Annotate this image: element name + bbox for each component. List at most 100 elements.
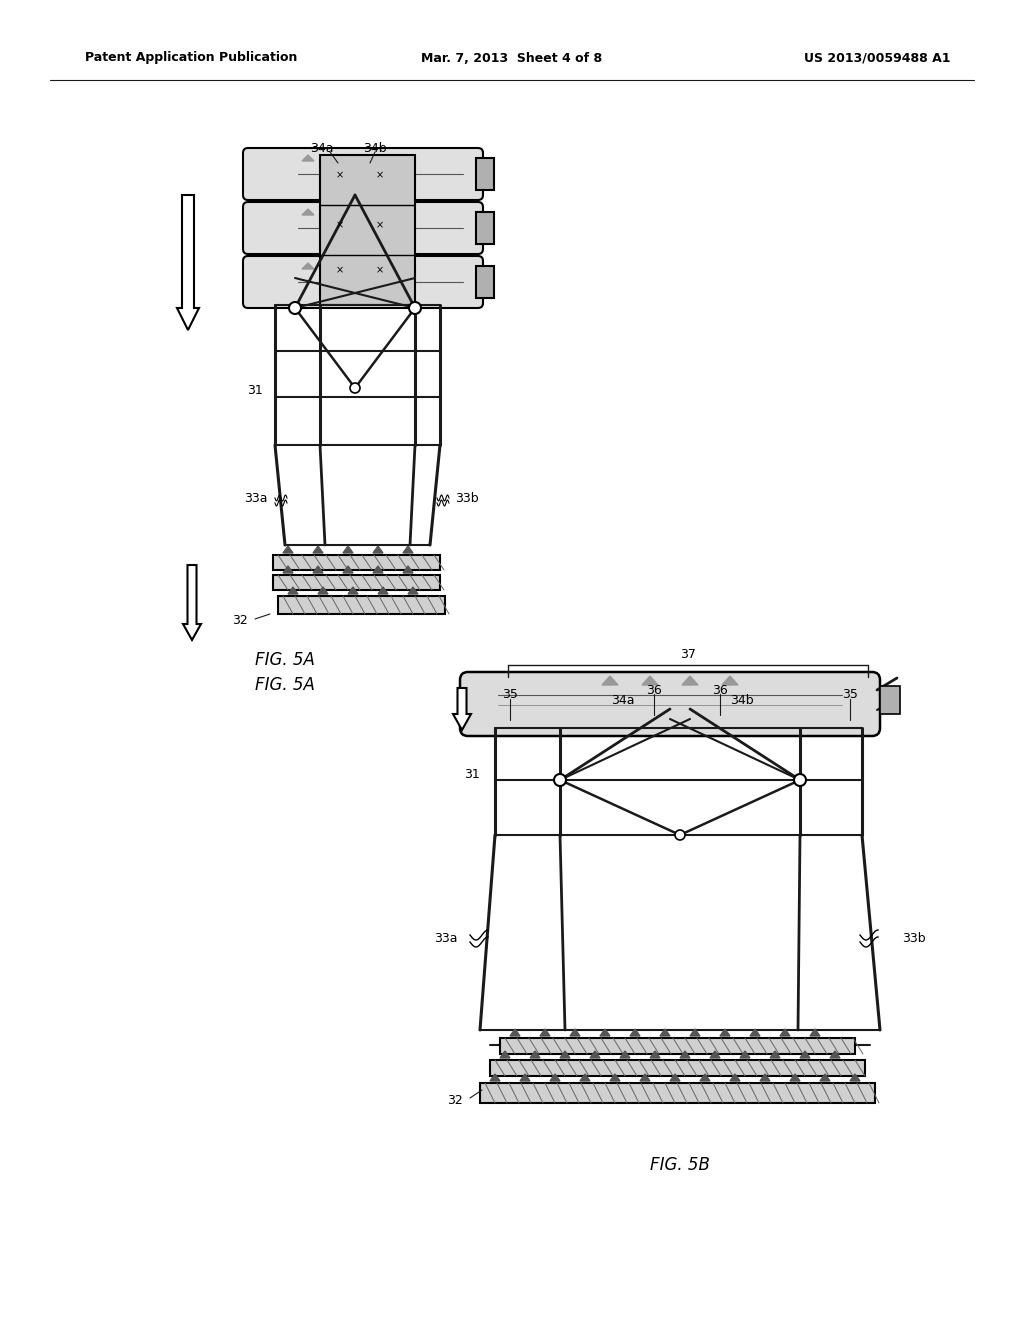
Text: ×: × bbox=[336, 170, 344, 180]
Bar bbox=[273, 554, 440, 570]
Polygon shape bbox=[810, 1030, 820, 1036]
Polygon shape bbox=[343, 546, 353, 553]
Text: FIG. 5A: FIG. 5A bbox=[255, 676, 315, 694]
Circle shape bbox=[289, 302, 301, 314]
Polygon shape bbox=[682, 676, 698, 685]
Text: 31: 31 bbox=[247, 384, 263, 396]
Polygon shape bbox=[288, 587, 298, 594]
Circle shape bbox=[554, 774, 566, 785]
Polygon shape bbox=[343, 566, 353, 573]
Bar bbox=[278, 597, 445, 614]
Polygon shape bbox=[630, 1030, 640, 1036]
Bar bbox=[500, 1038, 855, 1053]
Polygon shape bbox=[720, 1030, 730, 1036]
Polygon shape bbox=[302, 209, 314, 215]
Polygon shape bbox=[740, 1051, 750, 1059]
Polygon shape bbox=[342, 263, 354, 269]
Text: 32: 32 bbox=[447, 1093, 463, 1106]
Text: US 2013/0059488 A1: US 2013/0059488 A1 bbox=[804, 51, 950, 65]
Polygon shape bbox=[373, 566, 383, 573]
Polygon shape bbox=[722, 676, 738, 685]
Polygon shape bbox=[570, 1030, 580, 1036]
Bar bbox=[476, 267, 494, 298]
Polygon shape bbox=[283, 546, 293, 553]
Circle shape bbox=[794, 774, 806, 785]
Polygon shape bbox=[373, 546, 383, 553]
Polygon shape bbox=[710, 1051, 720, 1059]
Polygon shape bbox=[408, 587, 418, 594]
Polygon shape bbox=[600, 1030, 610, 1036]
Text: ×: × bbox=[376, 265, 384, 275]
Polygon shape bbox=[670, 1074, 680, 1081]
Text: ×: × bbox=[336, 220, 344, 230]
Polygon shape bbox=[730, 1074, 740, 1081]
Polygon shape bbox=[490, 1074, 500, 1081]
Polygon shape bbox=[403, 546, 413, 553]
Text: ×: × bbox=[376, 220, 384, 230]
Polygon shape bbox=[183, 565, 201, 640]
Polygon shape bbox=[640, 1074, 650, 1081]
Text: 33b: 33b bbox=[902, 932, 926, 945]
Polygon shape bbox=[660, 1030, 670, 1036]
Polygon shape bbox=[382, 263, 394, 269]
FancyBboxPatch shape bbox=[460, 672, 880, 737]
Text: 35: 35 bbox=[842, 689, 858, 701]
Polygon shape bbox=[302, 154, 314, 161]
Polygon shape bbox=[602, 676, 618, 685]
FancyBboxPatch shape bbox=[243, 256, 483, 308]
Polygon shape bbox=[520, 1074, 530, 1081]
Polygon shape bbox=[580, 1074, 590, 1081]
Polygon shape bbox=[318, 587, 328, 594]
Polygon shape bbox=[313, 566, 323, 573]
Polygon shape bbox=[850, 1074, 860, 1081]
Circle shape bbox=[350, 383, 360, 393]
Polygon shape bbox=[342, 154, 354, 161]
Polygon shape bbox=[770, 1051, 780, 1059]
Polygon shape bbox=[510, 1030, 520, 1036]
Polygon shape bbox=[650, 1051, 660, 1059]
Polygon shape bbox=[302, 263, 314, 269]
Polygon shape bbox=[680, 1051, 690, 1059]
Bar bbox=[273, 576, 440, 590]
Text: ×: × bbox=[376, 170, 384, 180]
Polygon shape bbox=[590, 1051, 600, 1059]
Polygon shape bbox=[540, 1030, 550, 1036]
Polygon shape bbox=[830, 1051, 840, 1059]
Polygon shape bbox=[800, 1051, 810, 1059]
Text: 33a: 33a bbox=[434, 932, 458, 945]
Polygon shape bbox=[790, 1074, 800, 1081]
Polygon shape bbox=[382, 209, 394, 215]
Text: 34a: 34a bbox=[310, 141, 334, 154]
Text: FIG. 5B: FIG. 5B bbox=[650, 1156, 710, 1173]
Polygon shape bbox=[550, 1074, 560, 1081]
Polygon shape bbox=[610, 1074, 620, 1081]
Bar bbox=[490, 1060, 865, 1076]
Polygon shape bbox=[500, 1051, 510, 1059]
Text: 36: 36 bbox=[712, 684, 728, 697]
Polygon shape bbox=[283, 566, 293, 573]
Text: 34b: 34b bbox=[730, 693, 754, 706]
Text: 33a: 33a bbox=[245, 491, 268, 504]
Polygon shape bbox=[642, 676, 658, 685]
FancyBboxPatch shape bbox=[243, 202, 483, 253]
Polygon shape bbox=[378, 587, 388, 594]
Polygon shape bbox=[403, 566, 413, 573]
Polygon shape bbox=[780, 1030, 790, 1036]
Polygon shape bbox=[177, 195, 199, 330]
Circle shape bbox=[675, 830, 685, 840]
Text: 34a: 34a bbox=[611, 693, 635, 706]
Polygon shape bbox=[690, 1030, 700, 1036]
Polygon shape bbox=[750, 1030, 760, 1036]
Polygon shape bbox=[700, 1074, 710, 1081]
Bar bbox=[319, 154, 415, 305]
Text: 32: 32 bbox=[232, 614, 248, 627]
Bar bbox=[476, 213, 494, 244]
Polygon shape bbox=[560, 1051, 570, 1059]
Polygon shape bbox=[382, 154, 394, 161]
Text: 37: 37 bbox=[680, 648, 696, 661]
Text: 35: 35 bbox=[502, 689, 518, 701]
Text: ×: × bbox=[336, 265, 344, 275]
Text: 36: 36 bbox=[646, 684, 662, 697]
Polygon shape bbox=[453, 688, 471, 730]
Text: FIG. 5A: FIG. 5A bbox=[255, 651, 315, 669]
